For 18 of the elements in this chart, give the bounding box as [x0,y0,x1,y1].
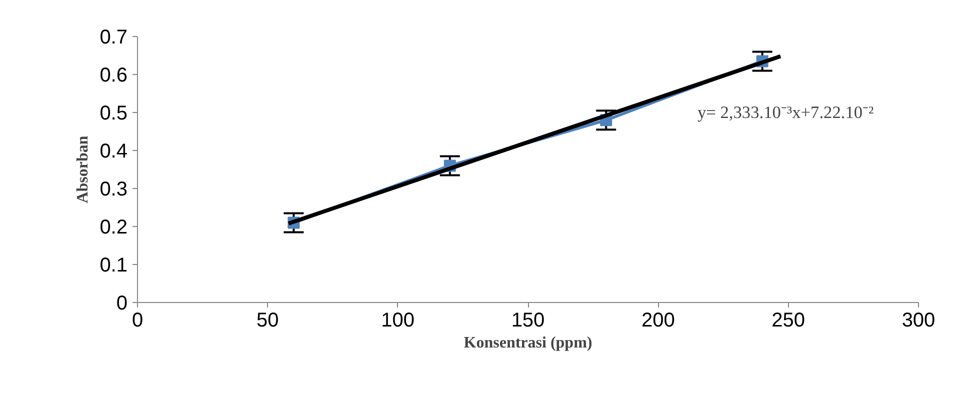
x-tick-label: 150 [511,310,545,332]
y-tick-label: 0 [116,292,128,314]
y-axis-title: Absorban [74,136,92,204]
x-tick-label: 200 [641,310,675,332]
y-tick-label: 0.7 [100,26,128,48]
y-tick-label: 0.3 [100,178,128,200]
x-tick-label: 300 [902,310,936,332]
y-tick-label: 0.1 [100,254,128,276]
x-tick-label: 0 [132,310,144,332]
annotation: y= 2,333.10⁻³x+7.22.10⁻² [698,103,874,122]
x-tick-label: 100 [381,310,415,332]
y-tick-label: 0.6 [100,64,128,86]
x-tick-label: 250 [772,310,806,332]
y-tick-label: 0.4 [100,140,128,162]
y-tick-label: 0.5 [100,102,128,124]
x-tick-label: 50 [256,310,279,332]
x-axis-title: Konsentrasi (ppm) [464,334,592,352]
y-tick-label: 0.2 [100,216,128,238]
